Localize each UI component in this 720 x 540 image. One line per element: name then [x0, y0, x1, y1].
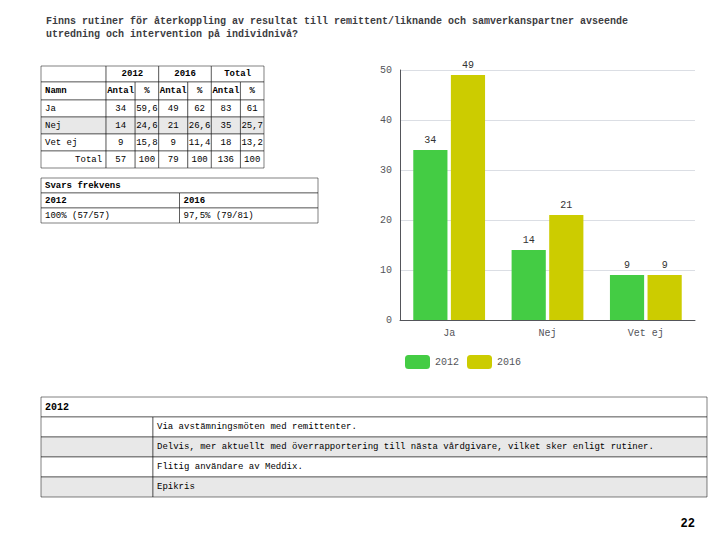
svg-text:Antal: Antal [212, 86, 240, 96]
svg-text:Vet ej: Vet ej [628, 328, 664, 339]
svg-text:22: 22 [681, 517, 695, 531]
svg-text:35: 35 [220, 121, 231, 131]
svg-text:83: 83 [220, 104, 231, 114]
svg-text:Via avstämningsmöten med remit: Via avstämningsmöten med remittenter. [157, 422, 357, 432]
svg-text:62: 62 [194, 104, 205, 114]
svg-text:Antal: Antal [107, 86, 135, 96]
svg-text:79: 79 [168, 155, 179, 165]
svg-text:Namn: Namn [45, 86, 67, 96]
svg-text:Nej: Nej [538, 328, 556, 339]
svg-text:14: 14 [115, 121, 126, 131]
svg-text:2012: 2012 [45, 402, 69, 413]
svg-text:20: 20 [380, 215, 392, 226]
svg-text:9: 9 [624, 260, 630, 271]
svg-text:Vet ej: Vet ej [45, 138, 77, 148]
svg-text:9: 9 [662, 260, 668, 271]
svg-text:Svars frekvens: Svars frekvens [45, 181, 121, 191]
svg-text:59,6: 59,6 [136, 104, 158, 114]
svg-text:2016: 2016 [497, 357, 521, 368]
svg-text:utredning och intervention på: utredning och intervention på individniv… [46, 29, 298, 40]
svg-text:26,6: 26,6 [189, 121, 211, 131]
svg-text:61: 61 [247, 104, 258, 114]
svg-text:11,4: 11,4 [189, 138, 211, 148]
svg-text:Delvis, mer aktuellt med överr: Delvis, mer aktuellt med överrapporterin… [157, 442, 654, 452]
svg-text:100: 100 [139, 155, 155, 165]
svg-text:Flitig användare av Meddix.: Flitig användare av Meddix. [157, 462, 303, 472]
svg-text:34: 34 [115, 104, 126, 114]
svg-text:Finns rutiner för återkoppling: Finns rutiner för återkoppling av result… [46, 16, 628, 27]
svg-text:49: 49 [168, 104, 179, 114]
svg-text:Ja: Ja [443, 328, 455, 339]
svg-text:Epikris: Epikris [157, 482, 195, 492]
svg-text:14: 14 [523, 235, 535, 246]
svg-text:21: 21 [168, 121, 179, 131]
svg-text:9: 9 [171, 138, 176, 148]
svg-text:100: 100 [191, 155, 207, 165]
svg-text:49: 49 [462, 60, 474, 71]
svg-text:2016: 2016 [184, 196, 206, 206]
svg-text:2016: 2016 [174, 69, 196, 79]
svg-text:Nej: Nej [45, 121, 61, 131]
svg-text:2012: 2012 [435, 357, 459, 368]
svg-text:25,7: 25,7 [241, 121, 263, 131]
svg-text:18: 18 [220, 138, 231, 148]
svg-text:100% (57/57): 100% (57/57) [45, 211, 110, 221]
svg-text:%: % [250, 86, 256, 96]
svg-text:Total: Total [224, 69, 252, 79]
svg-text:9: 9 [118, 138, 123, 148]
svg-text:57: 57 [115, 155, 126, 165]
svg-text:24,6: 24,6 [136, 121, 158, 131]
svg-text:30: 30 [380, 165, 392, 176]
svg-text:15,8: 15,8 [136, 138, 158, 148]
svg-text:2012: 2012 [45, 196, 67, 206]
svg-text:34: 34 [424, 135, 436, 146]
svg-text:136: 136 [218, 155, 234, 165]
svg-text:10: 10 [380, 265, 392, 276]
svg-text:97,5% (79/81): 97,5% (79/81) [184, 211, 254, 221]
svg-text:Ja: Ja [45, 104, 56, 114]
svg-text:13,2: 13,2 [241, 138, 263, 148]
svg-text:21: 21 [560, 200, 572, 211]
svg-text:100: 100 [244, 155, 260, 165]
svg-text:Total: Total [75, 155, 102, 165]
svg-text:%: % [144, 86, 150, 96]
svg-text:%: % [197, 86, 203, 96]
svg-text:40: 40 [380, 115, 392, 126]
svg-text:0: 0 [386, 315, 392, 326]
svg-text:50: 50 [380, 65, 392, 76]
svg-text:2012: 2012 [122, 69, 144, 79]
svg-text:Antal: Antal [160, 86, 188, 96]
